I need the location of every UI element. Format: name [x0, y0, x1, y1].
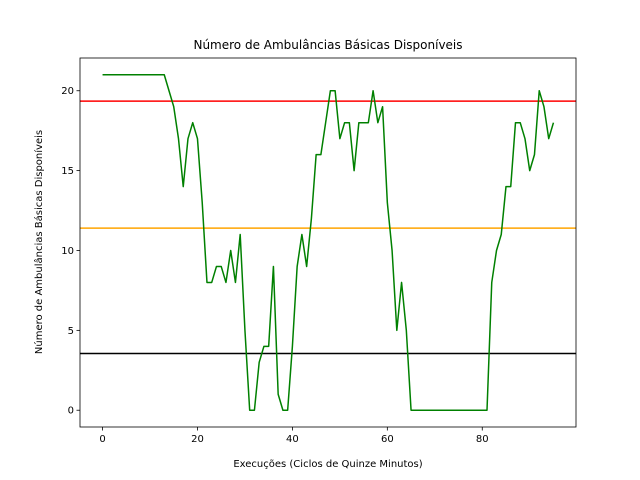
y-tick-label: 5	[68, 326, 74, 337]
y-tick-label: 10	[61, 246, 74, 257]
y-axis-label: Número de Ambulâncias Básicas Disponívei…	[33, 130, 45, 354]
y-tick-label: 0	[68, 406, 74, 417]
x-axis-ticks: 0 20 40 60 80	[99, 427, 489, 445]
x-tick-label: 0	[99, 434, 105, 445]
chart-title: Número de Ambulâncias Básicas Disponívei…	[193, 38, 462, 52]
y-tick-label: 15	[61, 166, 74, 177]
series-line-1	[102, 74, 555, 411]
x-tick-label: 20	[191, 434, 204, 445]
x-axis-label: Execuções (Ciclos de Quinze Minutos)	[233, 459, 422, 470]
y-axis-ticks: 0 5 10 15 20	[61, 86, 80, 417]
y-tick-label: 20	[61, 86, 74, 97]
x-tick-label: 60	[381, 434, 394, 445]
plot-area	[79, 57, 577, 428]
x-tick-label: 80	[476, 434, 489, 445]
plot-frame	[79, 57, 577, 428]
x-tick-label: 40	[286, 434, 299, 445]
